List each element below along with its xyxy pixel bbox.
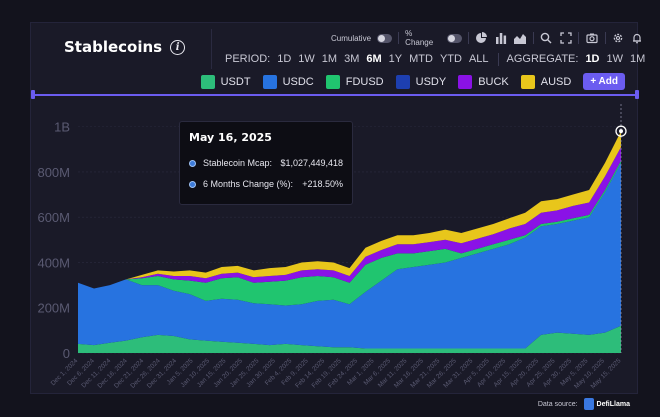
area-usdt: [78, 325, 621, 353]
toolbar-separator: [467, 32, 469, 44]
bell-icon[interactable]: [631, 31, 644, 45]
period-option-ytd[interactable]: YTD: [439, 53, 462, 65]
tooltip-row: Stablecoin Mcap: $1,027,449,418: [189, 158, 343, 168]
legend-label: AUSD: [540, 75, 572, 88]
legend-swatch: [325, 74, 340, 89]
legend: USDT USDC FDUSD USDY BUCK AUSD + Add: [189, 73, 625, 90]
toolbar-separator: [578, 32, 580, 44]
percent-change-toggle[interactable]: [446, 33, 462, 43]
data-source-footer: Data source: DefiLlama: [538, 398, 630, 410]
legend-item-usdy[interactable]: USDY: [395, 74, 447, 89]
y-tick-label: 200M: [37, 301, 70, 316]
data-source-brand[interactable]: DefiLlama: [596, 400, 630, 408]
defillama-logo-icon: [583, 398, 594, 410]
page-title: Stablecoins: [64, 38, 163, 56]
legend-item-usdc[interactable]: USDC: [262, 74, 314, 89]
period-option-all[interactable]: ALL: [468, 53, 489, 65]
aggregate-label: AGGREGATE:: [506, 53, 579, 65]
legend-label: FDUSD: [345, 75, 384, 88]
period-label: PERIOD:: [225, 53, 271, 65]
percent-change-label: % Change: [405, 29, 434, 47]
aggregate-option-1w[interactable]: 1W: [606, 53, 624, 65]
period-option-1d[interactable]: 1D: [277, 53, 292, 65]
period-option-mtd[interactable]: MTD: [409, 53, 433, 65]
hover-marker-dot: [619, 129, 623, 134]
legend-label: USDY: [415, 75, 447, 88]
tooltip-label: Stablecoin Mcap:: [203, 158, 273, 168]
period-selector: PERIOD: 1D 1W 1M 3M 6M 1Y MTD YTD ALL AG…: [225, 51, 652, 67]
header-divider: [211, 29, 212, 69]
legend-swatch: [395, 74, 410, 89]
range-slider[interactable]: [31, 90, 639, 99]
period-option-1m[interactable]: 1M: [321, 53, 338, 65]
legend-swatch: [458, 74, 473, 89]
range-slider-handle-right[interactable]: [635, 90, 639, 99]
y-tick-label: 400M: [37, 255, 70, 270]
period-option-1w[interactable]: 1W: [298, 53, 315, 65]
area-usdc: [78, 162, 621, 349]
range-slider-handle-left[interactable]: [31, 90, 35, 99]
toolbar: Cumulative % Change: [331, 29, 644, 47]
hover-marker: [615, 125, 627, 137]
toolbar-separator: [398, 32, 400, 44]
camera-icon[interactable]: [585, 31, 598, 45]
toolbar-separator: [604, 32, 606, 44]
legend-item-ausd[interactable]: AUSD: [520, 74, 572, 89]
tooltip-dot: [189, 159, 196, 167]
y-tick-label: 800M: [37, 165, 70, 180]
add-token-button[interactable]: + Add: [583, 73, 625, 90]
tooltip-date: May 16, 2025: [189, 131, 272, 144]
chart-tooltip: May 16, 2025 Stablecoin Mcap: $1,027,449…: [179, 121, 353, 205]
range-slider-track[interactable]: [31, 94, 639, 96]
aggregate-option-1m[interactable]: 1M: [630, 53, 646, 65]
tooltip-row: 6 Months Change (%): +218.50%: [189, 179, 343, 189]
aggregate-option-1d[interactable]: 1D: [585, 53, 600, 65]
tooltip-dot: [189, 180, 196, 188]
period-option-1y[interactable]: 1Y: [388, 53, 403, 65]
tooltip-label: 6 Months Change (%):: [203, 179, 294, 189]
gear-icon[interactable]: [611, 31, 624, 45]
y-tick-label: 600M: [37, 210, 70, 225]
legend-item-buck[interactable]: BUCK: [458, 74, 509, 89]
pie-chart-icon[interactable]: [475, 31, 488, 45]
legend-label: BUCK: [478, 75, 509, 88]
tooltip-value: $1,027,449,418: [280, 158, 343, 168]
info-icon[interactable]: i: [170, 39, 186, 55]
cumulative-label: Cumulative: [331, 33, 372, 43]
title-row: Stablecoins i: [31, 23, 211, 71]
cumulative-toggle[interactable]: [377, 33, 393, 43]
search-icon[interactable]: [540, 31, 553, 45]
y-tick-label: 0: [63, 346, 70, 361]
legend-swatch: [200, 74, 215, 89]
tooltip-value: +218.50%: [302, 179, 343, 189]
legend-item-fdusd[interactable]: FDUSD: [325, 74, 384, 89]
legend-label: USDC: [282, 75, 314, 88]
toolbar-separator: [532, 32, 534, 44]
legend-swatch: [262, 74, 277, 89]
y-tick-label: 1B: [54, 120, 70, 135]
period-option-3m[interactable]: 3M: [344, 53, 360, 65]
fullscreen-icon[interactable]: [559, 31, 572, 45]
legend-swatch: [520, 74, 535, 89]
area-chart-icon[interactable]: [513, 31, 527, 45]
bar-chart-icon[interactable]: [494, 31, 507, 45]
period-option-6m[interactable]: 6M: [366, 53, 382, 65]
data-source-label: Data source:: [537, 400, 578, 408]
legend-item-usdt[interactable]: USDT: [200, 74, 251, 89]
period-separator: [497, 52, 499, 66]
legend-label: USDT: [220, 75, 251, 88]
